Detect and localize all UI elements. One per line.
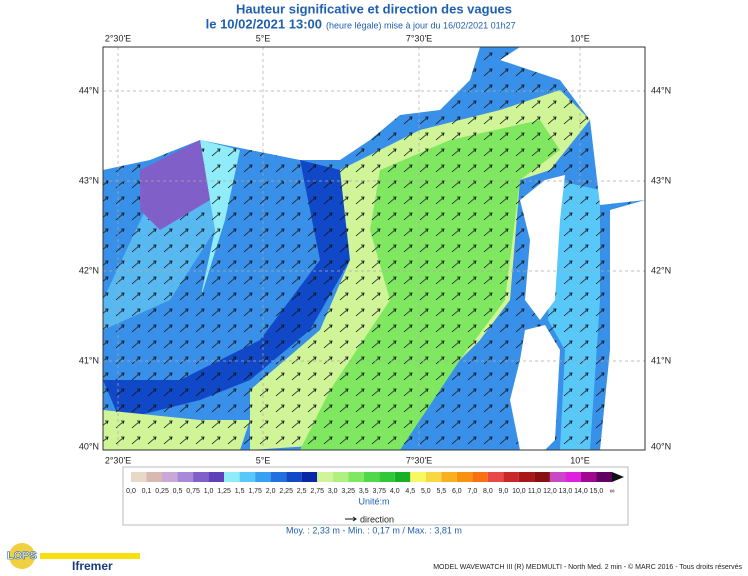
lon-label-bottom: 2°30'E: [105, 455, 131, 465]
legend-label: 5,5: [436, 488, 446, 495]
color-swatch: [534, 472, 550, 482]
lon-label-bottom: 5°E: [256, 455, 271, 465]
legend-label: 12,0: [543, 488, 557, 495]
legend-label: 4,5: [405, 488, 415, 495]
date: le 10/02/2021 13:00: [206, 16, 322, 31]
legend-label: 9,0: [499, 488, 509, 495]
legend-label: ∞: [610, 488, 615, 495]
map-frame: [102, 46, 646, 451]
color-swatch: [410, 472, 426, 482]
legend-label: 13,0: [559, 488, 573, 495]
color-swatch: [332, 472, 349, 482]
legend-label: 3,75: [372, 488, 386, 495]
logo1: LOPS: [7, 550, 37, 562]
lon-label-top: 5°E: [256, 33, 271, 43]
logo-circle: [9, 543, 35, 569]
lon-label-top: 7°30'E: [406, 33, 432, 43]
color-swatch: [162, 472, 178, 482]
color-swatch: [131, 472, 147, 482]
color-swatch: [363, 472, 380, 482]
lat-label-right: 40°N: [651, 441, 671, 451]
title: Hauteur significative et direction des v…: [236, 1, 512, 16]
lon-label-top: 2°30'E: [105, 33, 131, 43]
lat-label-right: 44°N: [651, 85, 671, 95]
lat-label-right: 41°N: [651, 355, 671, 365]
direction-arrow: [345, 516, 357, 522]
logo2: Ifremer: [72, 559, 113, 573]
color-swatch: [270, 472, 287, 482]
lat-label-right: 42°N: [651, 265, 671, 275]
lon-label-top: 10°E: [570, 33, 590, 43]
color-swatch: [503, 472, 519, 482]
color-swatch: [255, 472, 271, 482]
color-swatch: [146, 472, 163, 482]
color-swatch: [456, 472, 473, 482]
legend-label: 8,0: [483, 488, 493, 495]
legend-label: 2,0: [266, 488, 276, 495]
colorbar-arrow: [612, 472, 624, 482]
legend-label: 1,5: [235, 488, 245, 495]
legend-label: 0,1: [142, 488, 152, 495]
legend-label: 5,0: [421, 488, 431, 495]
legend-label: 11,0: [528, 488, 541, 495]
legend-label: 3,0: [328, 488, 338, 495]
color-swatch: [441, 472, 457, 482]
stats: Moy. : 2,33 m - Min. : 0,17 m / Max. : 3…: [286, 525, 462, 535]
legend-label: 2,25: [279, 488, 293, 495]
legend-label: 0,0: [126, 488, 136, 495]
legend-label: 0,5: [173, 488, 183, 495]
legend-label: 1,25: [217, 488, 231, 495]
legend-label: 0,75: [186, 488, 200, 495]
color-swatch: [472, 472, 488, 482]
legend-label: 10,0: [512, 488, 526, 495]
lat-label-left: 44°N: [79, 85, 99, 95]
lat-label-left: 41°N: [79, 355, 99, 365]
color-swatch: [379, 472, 395, 482]
color-swatch: [549, 472, 566, 482]
unit: Unité:m: [358, 496, 389, 506]
color-swatch: [177, 472, 194, 482]
color-swatch: [317, 472, 333, 482]
lat-label-left: 42°N: [79, 265, 99, 275]
color-swatch: [518, 472, 535, 482]
color-swatch: [596, 472, 612, 482]
color-swatch: [348, 472, 364, 482]
legend-label: 6,0: [452, 488, 462, 495]
update: (heure légale) mise à jour du 16/02/2021…: [326, 20, 516, 30]
legend-label: 1,0: [204, 488, 214, 495]
legend-label: 14,0: [574, 488, 588, 495]
legend-label: 4,0: [390, 488, 400, 495]
legend-label: 7,0: [467, 488, 477, 495]
color-swatch: [301, 472, 318, 482]
legend-label: 3,5: [359, 488, 369, 495]
lon-label-bottom: 10°E: [570, 455, 590, 465]
lat-label-left: 40°N: [79, 441, 99, 451]
logo-bar: [40, 553, 140, 559]
legend-label: 2,5: [297, 488, 307, 495]
color-swatch: [565, 472, 581, 482]
color-swatch: [224, 472, 240, 482]
lat-label-right: 43°N: [651, 175, 671, 185]
map: [103, 47, 645, 450]
legend-label: 1,75: [248, 488, 262, 495]
color-swatch: [239, 472, 256, 482]
legend-label: 2,75: [310, 488, 324, 495]
direction: direction: [360, 514, 394, 524]
color-swatch: [208, 472, 225, 482]
legend-label: 0,25: [155, 488, 169, 495]
lon-label-bottom: 7°30'E: [406, 455, 432, 465]
color-swatch: [580, 472, 597, 482]
legend-label: 3,25: [341, 488, 355, 495]
lat-label-left: 43°N: [79, 175, 99, 185]
color-swatch: [487, 472, 504, 482]
credit: MODEL WAVEWATCH III (R) MEDMULTI - North…: [433, 563, 742, 571]
color-swatch: [425, 472, 442, 482]
color-swatch: [286, 472, 302, 482]
color-swatch: [394, 472, 411, 482]
legend-label: 15,0: [590, 488, 604, 495]
color-swatch: [193, 472, 209, 482]
